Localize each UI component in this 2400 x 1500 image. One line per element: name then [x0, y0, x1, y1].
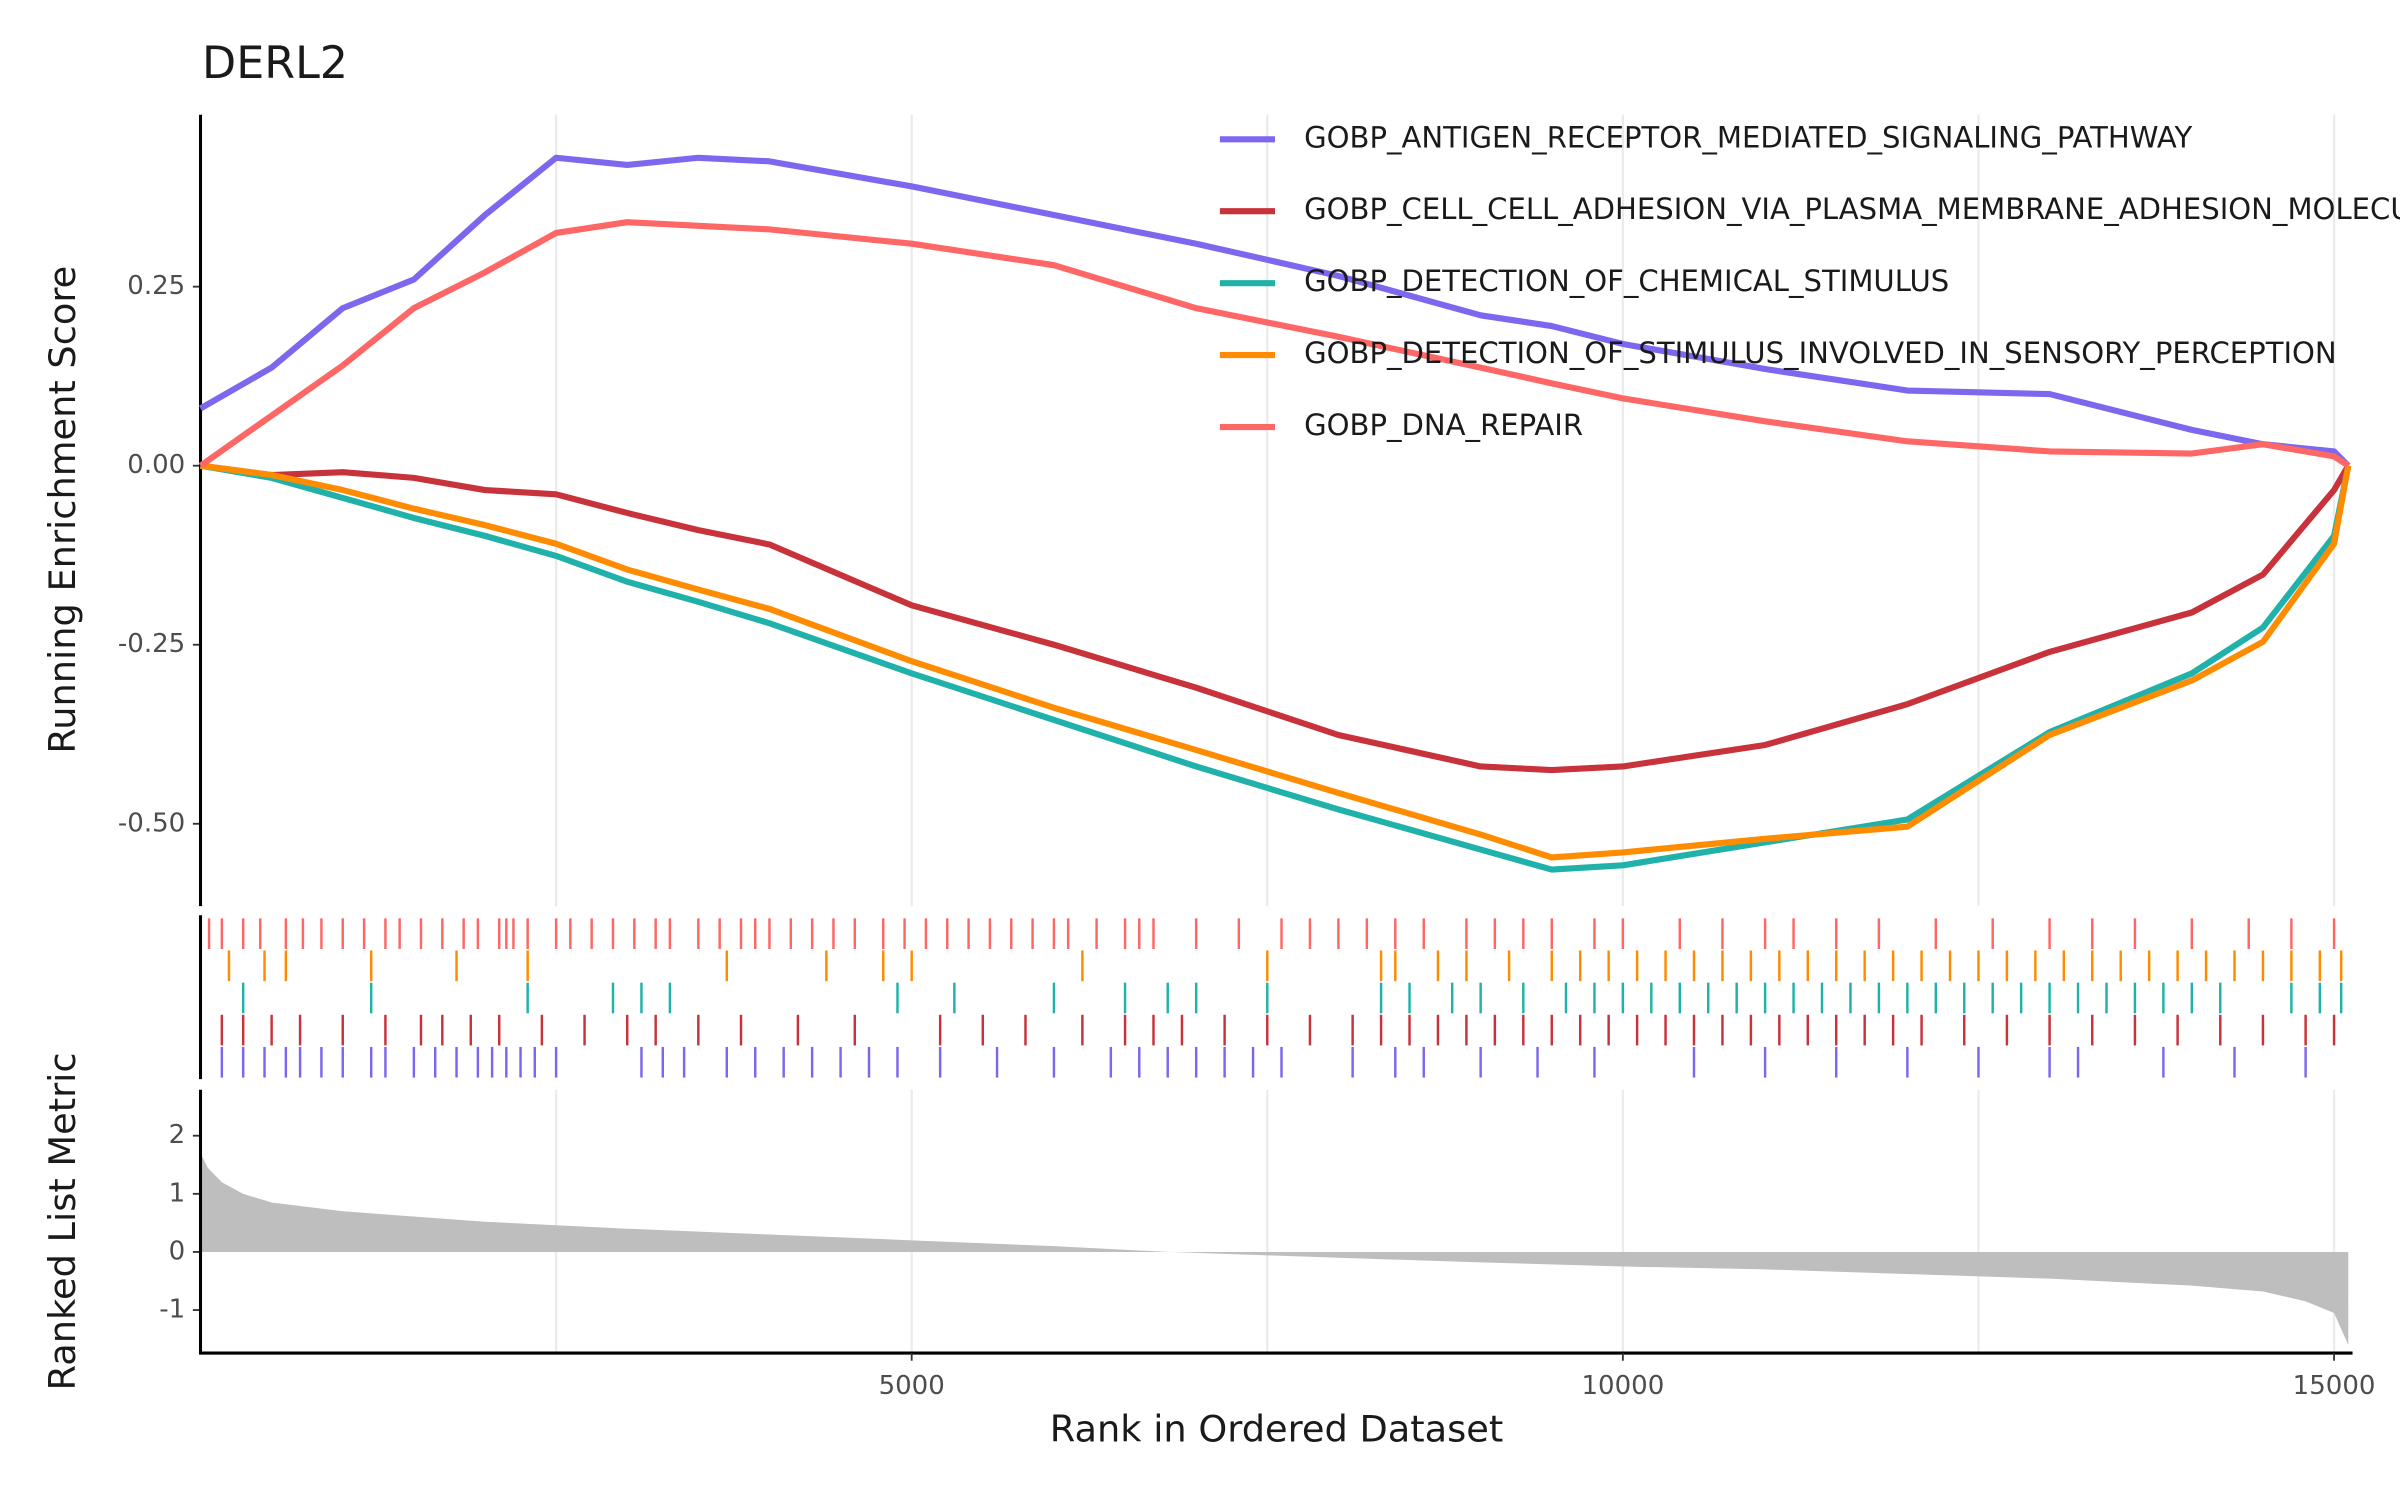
series-line [200, 462, 2352, 861]
metric-area [200, 1153, 2349, 1345]
legend-label: GOBP_DNA_REPAIR [1304, 408, 1583, 442]
legend-label: GOBP_ANTIGEN_RECEPTOR_MEDIATED_SIGNALING… [1304, 120, 2192, 154]
chart-title: DERL2 [202, 38, 348, 89]
x-tick-label: 5000 [879, 1371, 945, 1401]
x-tick-label: 15000 [2293, 1371, 2376, 1401]
y-tick-label: 1 [169, 1178, 186, 1208]
legend-label: GOBP_DETECTION_OF_CHEMICAL_STIMULUS [1304, 264, 1949, 298]
y-tick-label: 2 [169, 1120, 186, 1150]
y-tick-label: -1 [159, 1295, 185, 1325]
legend-label: GOBP_DETECTION_OF_STIMULUS_INVOLVED_IN_S… [1304, 336, 2337, 370]
y-tick-label: 0.25 [127, 271, 185, 301]
y-tick-label: 0.00 [127, 450, 185, 480]
series-line [198, 219, 2350, 469]
series-line [198, 154, 2351, 468]
y-tick-label: 0 [169, 1236, 186, 1266]
x-tick-label: 10000 [1581, 1371, 1664, 1401]
series-line [200, 462, 2351, 774]
series-line [199, 462, 2352, 873]
legend-label: GOBP_CELL_CELL_ADHESION_VIA_PLASMA_MEMBR… [1304, 192, 2400, 226]
y-tick-label: -0.25 [118, 629, 185, 659]
x-axis-label: Rank in Ordered Dataset [1050, 1408, 1503, 1451]
y-tick-label: -0.50 [118, 808, 185, 838]
y-axis-label: Ranked List Metric [41, 1052, 84, 1390]
y-axis-label: Running Enrichment Score [41, 266, 84, 754]
